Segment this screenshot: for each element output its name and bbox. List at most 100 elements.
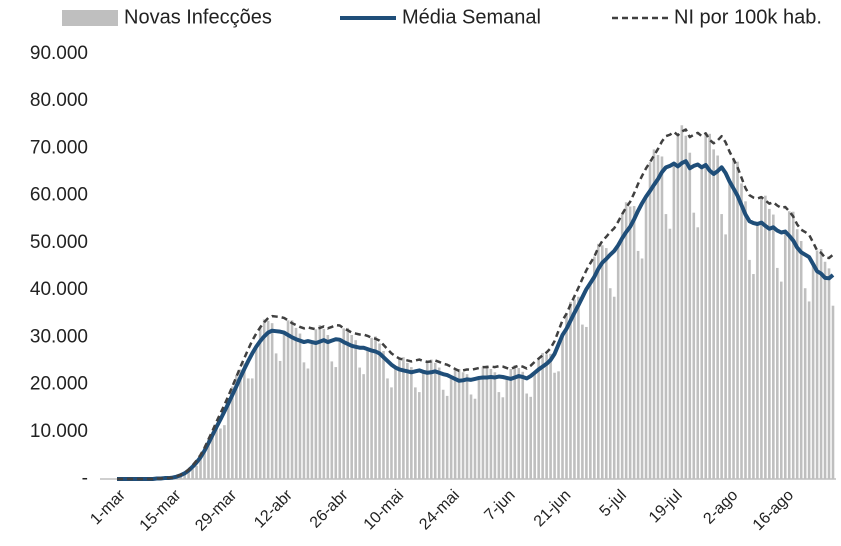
bar bbox=[461, 372, 465, 479]
bar bbox=[378, 343, 381, 479]
bar bbox=[465, 374, 469, 479]
bar bbox=[414, 387, 417, 479]
bar bbox=[374, 336, 377, 479]
bar bbox=[541, 352, 544, 479]
bar bbox=[712, 149, 715, 479]
bar bbox=[199, 457, 202, 479]
bar bbox=[815, 250, 819, 479]
bar bbox=[787, 211, 791, 479]
bar bbox=[517, 368, 521, 479]
bar bbox=[549, 353, 552, 479]
bar bbox=[290, 320, 294, 479]
bar bbox=[354, 340, 357, 479]
bar bbox=[227, 403, 230, 479]
bar bbox=[310, 342, 314, 479]
bar bbox=[326, 334, 330, 479]
bar bbox=[302, 362, 306, 479]
y-tick-label: - bbox=[82, 468, 88, 489]
bar bbox=[394, 367, 397, 479]
bar bbox=[597, 243, 600, 479]
legend-label: Novas Infecções bbox=[124, 6, 272, 28]
bar bbox=[509, 368, 513, 479]
y-tick-label: 40.000 bbox=[30, 279, 88, 300]
y-tick-label: 50.000 bbox=[30, 232, 88, 253]
bar bbox=[716, 155, 719, 479]
bar bbox=[656, 155, 660, 480]
bar bbox=[278, 360, 282, 479]
bar bbox=[557, 371, 560, 479]
bar bbox=[437, 367, 441, 479]
y-tick-label: 20.000 bbox=[30, 374, 88, 395]
bar bbox=[565, 313, 568, 479]
bar bbox=[242, 363, 246, 479]
bar bbox=[406, 362, 409, 479]
bar bbox=[314, 329, 318, 479]
bar bbox=[449, 377, 453, 479]
bar bbox=[680, 125, 684, 480]
bar bbox=[561, 334, 564, 479]
bar bbox=[501, 397, 505, 479]
bar bbox=[453, 368, 457, 479]
y-tick-label: 70.000 bbox=[30, 137, 88, 158]
bar bbox=[772, 214, 775, 480]
x-tick-label: 12-abr bbox=[251, 486, 296, 531]
bar bbox=[529, 396, 532, 479]
bar bbox=[402, 357, 405, 479]
bar bbox=[441, 389, 445, 479]
bar bbox=[803, 288, 807, 479]
bar bbox=[270, 323, 274, 479]
bar bbox=[604, 248, 608, 479]
bar bbox=[811, 264, 815, 479]
bar bbox=[664, 214, 668, 480]
bar bbox=[457, 368, 461, 479]
bar bbox=[799, 241, 803, 479]
bar bbox=[330, 361, 334, 479]
bar bbox=[740, 183, 743, 479]
bar bbox=[616, 245, 620, 479]
bar bbox=[632, 206, 636, 480]
bar bbox=[791, 211, 795, 479]
bar bbox=[211, 431, 214, 479]
bar bbox=[819, 249, 823, 479]
bar bbox=[410, 367, 413, 479]
bar bbox=[827, 268, 831, 479]
bar bbox=[807, 301, 811, 479]
bar bbox=[370, 337, 373, 479]
x-tick-label: 15-mar bbox=[137, 486, 185, 534]
legend-swatch bbox=[62, 10, 118, 26]
bar bbox=[589, 283, 592, 479]
bar bbox=[350, 334, 353, 479]
legend-label: NI por 100k hab. bbox=[674, 6, 822, 28]
bar bbox=[660, 156, 664, 479]
bar bbox=[760, 197, 763, 480]
bar bbox=[418, 392, 421, 479]
bar bbox=[294, 327, 298, 479]
bar bbox=[553, 372, 556, 479]
bar bbox=[338, 339, 342, 479]
bar bbox=[322, 328, 326, 479]
bar bbox=[246, 378, 250, 479]
bar bbox=[744, 201, 747, 480]
bar bbox=[425, 361, 429, 479]
bar bbox=[700, 167, 704, 480]
bar bbox=[795, 229, 799, 479]
x-tick-label: 29-mar bbox=[192, 486, 240, 534]
bar bbox=[445, 395, 449, 479]
bar bbox=[390, 387, 393, 479]
bar bbox=[672, 163, 676, 480]
x-tick-label: 1-mar bbox=[87, 486, 129, 528]
bar bbox=[728, 181, 731, 479]
bar bbox=[286, 320, 290, 479]
bar bbox=[593, 256, 596, 479]
bar bbox=[831, 305, 835, 479]
bar bbox=[600, 245, 604, 479]
bar bbox=[545, 354, 548, 479]
bar bbox=[497, 392, 501, 479]
bar bbox=[298, 333, 302, 479]
bar bbox=[720, 214, 723, 480]
bar bbox=[724, 234, 727, 479]
bar bbox=[386, 378, 389, 479]
bar bbox=[636, 250, 640, 479]
bar bbox=[183, 472, 186, 479]
bar bbox=[823, 261, 827, 479]
